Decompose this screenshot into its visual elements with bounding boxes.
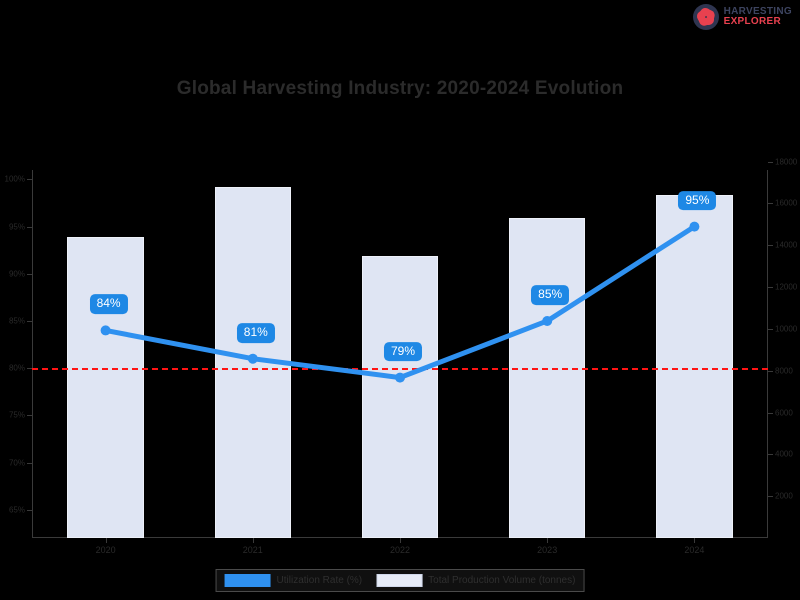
- line-marker-2024: [689, 221, 700, 232]
- left-axis-tick-label: 80%: [8, 363, 25, 373]
- left-axis-tick-label: 95%: [8, 222, 25, 232]
- flower-emblem-icon: [692, 4, 719, 30]
- left-tick-mark: [27, 273, 32, 275]
- right-tick-mark: [768, 412, 773, 414]
- right-tick-mark: [768, 328, 773, 330]
- data-label-2021: 81%: [236, 322, 275, 343]
- line-series-layer: [100, 221, 700, 383]
- bar-2024: [656, 195, 733, 538]
- legend-label-production-volume: Total Production Volume (tonnes): [428, 575, 576, 586]
- target-threshold-line: [32, 368, 768, 371]
- right-tick-mark: [768, 454, 773, 456]
- bottom-tick-mark: [694, 538, 696, 543]
- right-tick-mark: [768, 245, 773, 247]
- legend-item-utilization-rate[interactable]: Utilization Rate (%): [224, 574, 363, 587]
- bottom-tick-mark: [252, 538, 254, 543]
- data-label-2024: 95%: [678, 190, 717, 211]
- right-tick-mark: [768, 370, 773, 372]
- chart-title: Global Harvesting Industry: 2020-2024 Ev…: [176, 78, 624, 99]
- chart-legend: Utilization Rate (%) Total Production Vo…: [215, 569, 585, 592]
- legend-label-utilization-rate: Utilization Rate (%): [276, 575, 363, 586]
- right-axis-tick-label: 4000: [775, 449, 793, 459]
- data-label-2022: 79%: [383, 341, 423, 362]
- bar-2022: [361, 255, 439, 538]
- x-axis-tick-label: 2024: [684, 545, 705, 555]
- right-axis-line: [767, 170, 768, 538]
- right-tick-mark: [768, 161, 773, 163]
- right-axis-tick-label: 10000: [775, 324, 798, 334]
- left-axis-tick-label: 65%: [8, 505, 25, 515]
- data-label-2023: 85%: [531, 285, 570, 305]
- right-tick-mark: [768, 496, 773, 498]
- legend-item-production-volume[interactable]: Total Production Volume (tonnes): [376, 574, 575, 587]
- left-axis-tick-label: 85%: [8, 316, 25, 326]
- left-tick-mark: [27, 368, 32, 370]
- right-axis-tick-label: 8000: [775, 366, 793, 376]
- bar-2023: [508, 218, 586, 538]
- left-axis-tick-label: 75%: [8, 410, 25, 420]
- right-axis-tick-label: 6000: [775, 408, 793, 418]
- left-tick-mark: [27, 320, 32, 322]
- brand-logo: HARVESTING EXPLORER: [692, 4, 792, 30]
- line-marker-2022: [395, 372, 405, 383]
- right-axis-tick-label: 16000: [775, 198, 798, 208]
- x-axis-tick-label: 2021: [242, 545, 263, 555]
- left-tick-mark: [27, 509, 32, 511]
- line-swatch-icon: [224, 574, 271, 587]
- x-axis-tick-label: 2022: [389, 545, 411, 555]
- left-axis-tick-label: 100%: [4, 174, 25, 184]
- line-marker-2023: [542, 315, 553, 326]
- left-tick-mark: [27, 462, 32, 464]
- left-axis-line: [32, 170, 33, 538]
- left-axis-tick-label: 90%: [8, 269, 25, 279]
- left-tick-mark: [27, 415, 32, 417]
- left-axis-tick-label: 70%: [8, 458, 25, 467]
- x-axis-tick-label: 2023: [537, 545, 558, 555]
- x-axis-tick-label: 2020: [95, 545, 116, 555]
- left-tick-mark: [27, 226, 32, 228]
- bottom-tick-mark: [400, 538, 401, 543]
- bar-2020: [67, 236, 144, 538]
- line-marker-2020: [100, 325, 111, 336]
- right-axis-tick-label: 14000: [775, 240, 798, 250]
- right-axis-tick-label: 2000: [775, 491, 793, 501]
- right-tick-mark: [768, 203, 773, 205]
- data-label-2020: 84%: [89, 294, 128, 315]
- line-marker-2021: [247, 353, 258, 364]
- bottom-tick-mark: [105, 538, 107, 543]
- logo-line-1: HARVESTING: [723, 6, 792, 17]
- logo-line-2: EXPLORER: [723, 16, 782, 27]
- right-tick-mark: [768, 287, 773, 289]
- right-axis-tick-label: 12000: [775, 282, 798, 292]
- right-axis-tick-label: 18000: [775, 157, 798, 167]
- bottom-tick-mark: [547, 538, 549, 543]
- plot-area: 84% 81% 79% 85% 95% 65% 70% 75% 80% 85% 90% 95% 100…: [5, 157, 798, 555]
- left-tick-mark: [27, 179, 32, 181]
- bar-swatch-icon: [376, 574, 423, 587]
